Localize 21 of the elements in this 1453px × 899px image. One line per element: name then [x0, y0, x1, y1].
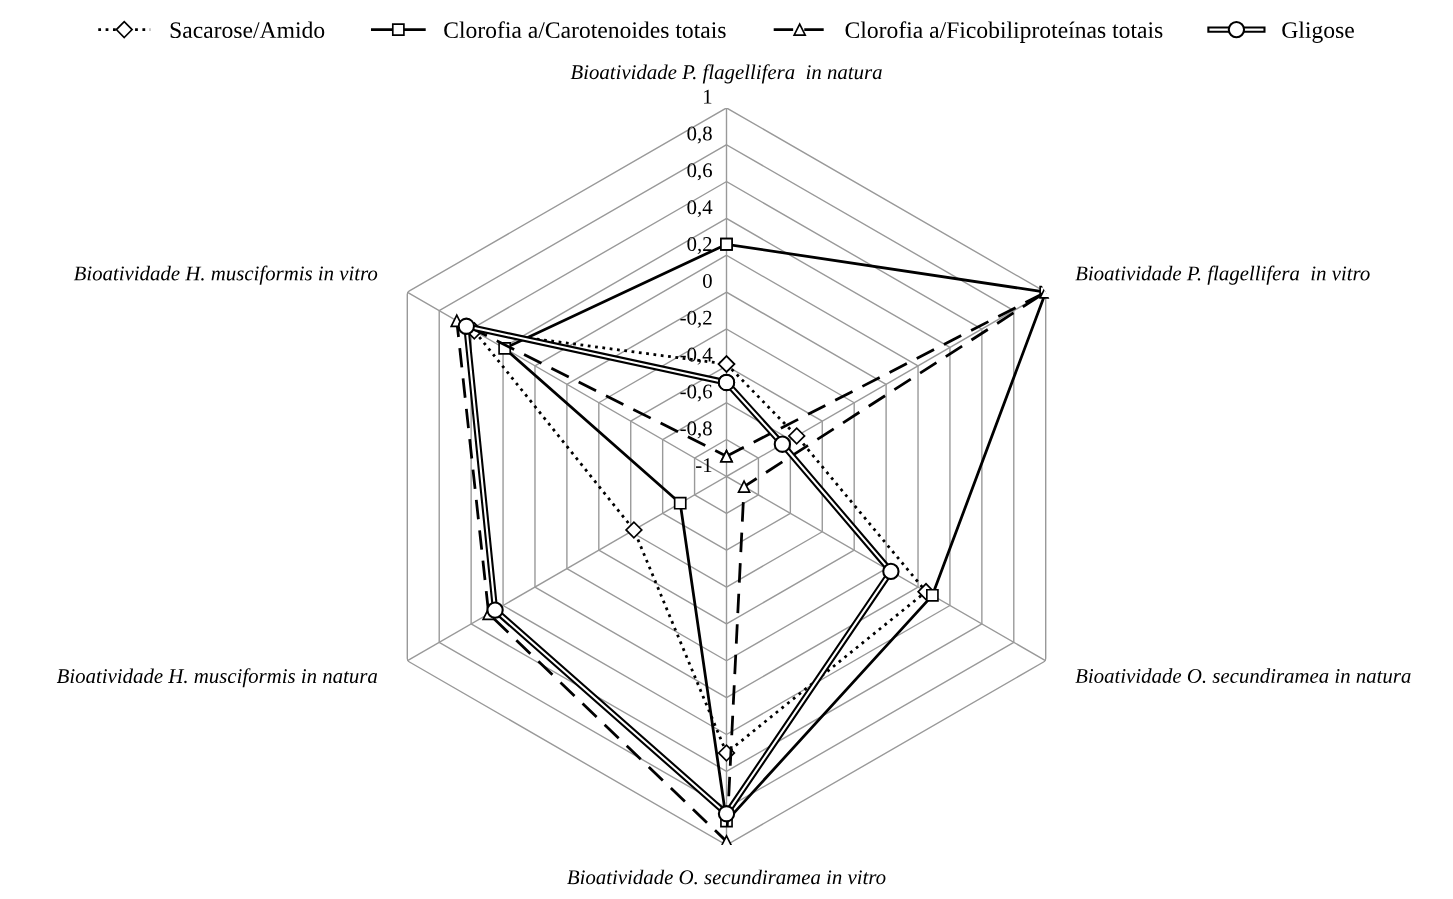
legend-label: Clorofia a/Carotenoides totais [444, 21, 726, 39]
y-tick-label: 0,8 [687, 126, 712, 144]
spoke-label: Bioatividade H. musciformis in vitro [73, 265, 378, 285]
spoke-label: Bioatividade O. secundiramea in natura [1075, 668, 1411, 684]
legend-label: Gligose [1282, 21, 1354, 43]
legend-label: Sacarose/Amido [170, 21, 325, 39]
legend-label: Clorofia a/Ficobiliproteínas totais [845, 21, 1163, 43]
spoke-label: Bioatividade O. secundiramea in vitro [567, 869, 886, 885]
spoke-label: Bioatividade P. flagellifera in vitro [1075, 265, 1370, 285]
y-tick-label: 0 [702, 273, 712, 288]
y-tick-label: 1 [704, 89, 712, 104]
spoke-label: Bioatividade P. flagellifera in natura [570, 64, 882, 84]
y-tick-label: -1 [696, 458, 712, 473]
y-tick-label: 0,4 [687, 200, 713, 218]
y-tick-label: -0,8 [680, 421, 712, 439]
y-tick-label: -0,4 [680, 347, 713, 365]
y-tick-label: -0,6 [680, 384, 712, 402]
y-tick-label: 0,6 [687, 163, 712, 181]
y-tick-label: 0,2 [687, 237, 712, 255]
spoke-label: Bioatividade H. musciformis in natura [56, 668, 378, 688]
y-tick-label: -0,2 [680, 310, 712, 328]
